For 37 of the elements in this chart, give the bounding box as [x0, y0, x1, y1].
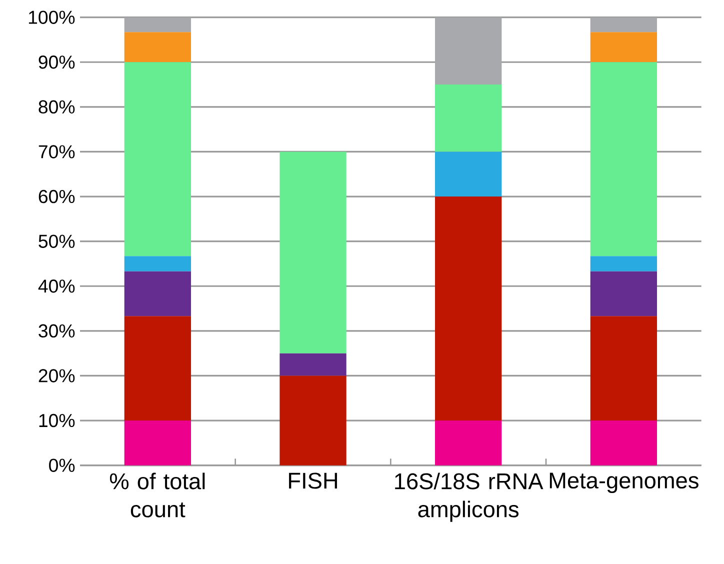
y-tick-label: 90%: [38, 56, 75, 69]
bar: [590, 316, 658, 421]
bar: [124, 420, 191, 466]
bar: [435, 152, 502, 197]
bar: [590, 32, 658, 62]
bar: [124, 62, 191, 256]
bar: [124, 17, 191, 32]
x-tick-label: Meta-genomes: [550, 472, 698, 494]
bar: [590, 62, 658, 256]
bar: [435, 196, 502, 421]
y-tick-label: 80%: [38, 100, 75, 114]
y-tick-label: 50%: [38, 234, 75, 248]
bar: [280, 353, 346, 376]
bar: [124, 256, 191, 272]
bar: [124, 271, 191, 316]
y-tick-label: 60%: [38, 190, 75, 204]
bar: [435, 17, 502, 85]
bar: [590, 271, 658, 316]
bar: [280, 376, 346, 466]
bar: [590, 420, 658, 466]
y-tick-label: 10%: [39, 414, 75, 428]
x-tick-label: 16S/18S rRNA amplicons: [395, 472, 544, 522]
y-tick-label: 40%: [38, 280, 75, 293]
y-tick-label: 20%: [38, 369, 75, 382]
bar: [280, 152, 346, 354]
bar: [124, 316, 191, 421]
x-tick-label: FISH: [289, 472, 337, 489]
y-tick-label: 30%: [38, 324, 75, 338]
bar: [590, 256, 658, 272]
bar: [124, 32, 191, 62]
bar: [435, 84, 502, 152]
y-tick-label: 0%: [49, 458, 75, 472]
bar: [590, 17, 658, 32]
x-tick-label: % of total count: [110, 472, 205, 518]
bar: [435, 420, 502, 466]
y-tick-label: 100%: [28, 10, 75, 24]
y-tick-label: 70%: [38, 145, 75, 158]
